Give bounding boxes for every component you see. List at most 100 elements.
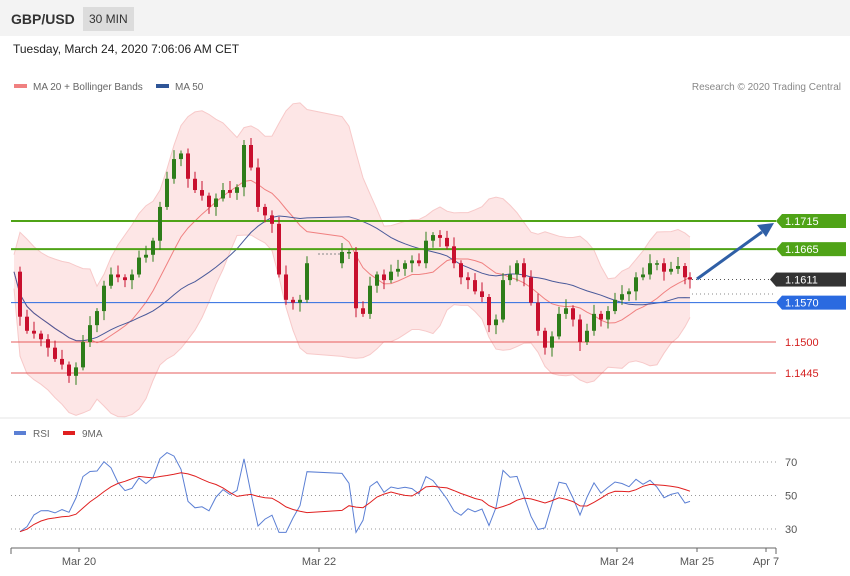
candle-body bbox=[655, 263, 659, 265]
x-tick-label: Mar 22 bbox=[302, 556, 336, 568]
legend-swatch-9ma bbox=[63, 431, 75, 435]
price-levels: 1.1715 1.1665 1.1570 1.1500 1.1445 bbox=[11, 214, 846, 380]
ma20-line bbox=[13, 179, 691, 344]
candle-body bbox=[32, 330, 36, 334]
credit-text: Research © 2020 Trading Central bbox=[692, 82, 841, 93]
candle-body bbox=[18, 271, 22, 317]
candle-body bbox=[487, 297, 491, 326]
legend-label-ma50: MA 50 bbox=[175, 82, 204, 93]
candle-body bbox=[298, 299, 302, 303]
candle-body bbox=[529, 277, 533, 303]
level-label-0: 1.1715 bbox=[785, 216, 819, 228]
legend-label-rsi: RSI bbox=[33, 429, 50, 440]
candle-body bbox=[207, 195, 211, 207]
rsi-ma-line bbox=[19, 472, 691, 533]
candle-body bbox=[438, 235, 442, 238]
candle-body bbox=[368, 285, 372, 314]
legend-label-9ma: 9MA bbox=[82, 429, 103, 440]
candle-body bbox=[627, 291, 631, 295]
candlesticks bbox=[18, 138, 692, 385]
candle-body bbox=[144, 254, 148, 258]
candle-body bbox=[585, 330, 589, 343]
x-axis-ticks: Mar 20 Mar 22 Mar 24 Mar 25 Apr 7 bbox=[62, 548, 779, 568]
legend-label-ma20: MA 20 + Bollinger Bands bbox=[33, 82, 143, 93]
candle-body bbox=[172, 159, 176, 179]
candle-body bbox=[501, 280, 505, 320]
candle-body bbox=[284, 274, 288, 300]
candle-body bbox=[410, 260, 414, 264]
candle-body bbox=[242, 145, 246, 188]
candle-body bbox=[494, 319, 498, 326]
candle-body bbox=[662, 263, 666, 272]
ma50-line bbox=[13, 215, 691, 342]
candle-body bbox=[137, 257, 141, 275]
level-label-3: 1.1500 bbox=[785, 337, 819, 349]
candle-body bbox=[25, 316, 29, 331]
level-marker-1 bbox=[776, 242, 782, 257]
timeframe-badge[interactable]: 30 MIN bbox=[83, 7, 134, 31]
candle-body bbox=[214, 198, 218, 207]
candle-body bbox=[445, 237, 449, 247]
candle-body bbox=[515, 263, 519, 275]
candle-body bbox=[417, 260, 421, 264]
candle-body bbox=[179, 153, 183, 160]
level-badge-2 bbox=[782, 295, 846, 310]
candle-body bbox=[228, 190, 232, 193]
candle-body bbox=[683, 266, 687, 278]
candle-body bbox=[606, 311, 610, 320]
candle-body bbox=[564, 308, 568, 314]
candle-body bbox=[221, 190, 225, 199]
candle-body bbox=[613, 299, 617, 312]
candle-body bbox=[81, 342, 85, 368]
candle-body bbox=[459, 263, 463, 278]
candle-body bbox=[158, 206, 162, 241]
candle-body bbox=[361, 308, 365, 314]
candle-body bbox=[473, 280, 477, 292]
level-marker-0 bbox=[776, 214, 782, 228]
candle-body bbox=[620, 294, 624, 300]
candle-body bbox=[688, 277, 692, 280]
bollinger-lower-line bbox=[13, 234, 691, 418]
rsi-levels: 70 50 30 bbox=[11, 457, 797, 536]
rsi-level-label-2: 30 bbox=[785, 524, 797, 536]
x-tick-label: Mar 25 bbox=[680, 556, 714, 568]
candle-body bbox=[557, 313, 561, 337]
x-tick-label: Mar 24 bbox=[600, 556, 634, 568]
candle-body bbox=[95, 311, 99, 326]
candle-body bbox=[669, 268, 673, 272]
candle-body bbox=[200, 190, 204, 196]
candle-body bbox=[648, 263, 652, 275]
candle-body bbox=[151, 240, 155, 255]
candle-body bbox=[550, 336, 554, 348]
candle-body bbox=[109, 274, 113, 286]
top-bar: GBP/USD 30 MIN bbox=[0, 0, 850, 36]
current-price-badge: 1.1611 bbox=[770, 272, 846, 287]
candle-body bbox=[571, 308, 575, 320]
level-label-1: 1.1665 bbox=[785, 244, 819, 256]
level-label-4: 1.1445 bbox=[785, 368, 819, 380]
candle-body bbox=[403, 263, 407, 269]
candle-body bbox=[634, 277, 638, 292]
candle-body bbox=[123, 277, 127, 281]
candle-body bbox=[536, 302, 540, 331]
candle-body bbox=[641, 274, 645, 278]
candle-body bbox=[599, 313, 603, 320]
candle-body bbox=[480, 291, 484, 297]
forecast-arrow-head bbox=[757, 223, 774, 237]
candle-body bbox=[578, 319, 582, 343]
candle-body bbox=[508, 274, 512, 281]
candle-body bbox=[396, 268, 400, 272]
candle-body bbox=[424, 240, 428, 264]
candle-body bbox=[186, 153, 190, 179]
candle-body bbox=[347, 251, 351, 254]
candle-body bbox=[340, 251, 344, 264]
current-price-label: 1.1611 bbox=[785, 275, 818, 287]
candle-body bbox=[291, 299, 295, 303]
level-badge-0 bbox=[782, 214, 846, 228]
candle-body bbox=[431, 235, 435, 241]
candle-body bbox=[116, 274, 120, 278]
candle-body bbox=[466, 277, 470, 281]
x-tick-label: Apr 7 bbox=[753, 556, 779, 568]
candle-body bbox=[270, 215, 274, 224]
candle-body bbox=[53, 347, 57, 359]
